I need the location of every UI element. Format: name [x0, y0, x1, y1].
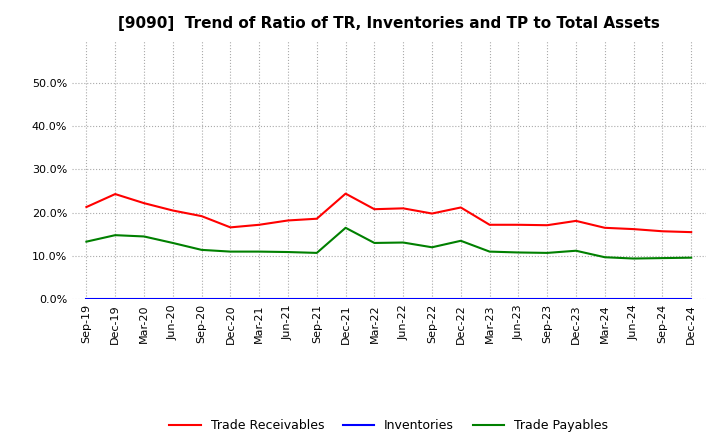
- Inventories: [226, 296, 235, 301]
- Inventories: [370, 296, 379, 301]
- Trade Payables: [111, 232, 120, 238]
- Line: Trade Payables: Trade Payables: [86, 228, 691, 259]
- Inventories: [399, 296, 408, 301]
- Trade Payables: [255, 249, 264, 254]
- Trade Payables: [572, 248, 580, 253]
- Inventories: [600, 296, 609, 301]
- Trade Receivables: [600, 225, 609, 231]
- Trade Receivables: [226, 225, 235, 230]
- Inventories: [687, 296, 696, 301]
- Inventories: [572, 296, 580, 301]
- Trade Receivables: [687, 230, 696, 235]
- Trade Receivables: [399, 205, 408, 211]
- Inventories: [168, 296, 177, 301]
- Trade Payables: [168, 240, 177, 246]
- Line: Trade Receivables: Trade Receivables: [86, 194, 691, 232]
- Inventories: [428, 296, 436, 301]
- Inventories: [514, 296, 523, 301]
- Trade Payables: [658, 256, 667, 261]
- Trade Receivables: [284, 218, 292, 223]
- Trade Payables: [687, 255, 696, 260]
- Inventories: [543, 296, 552, 301]
- Trade Payables: [341, 225, 350, 231]
- Trade Receivables: [428, 211, 436, 216]
- Trade Payables: [399, 240, 408, 245]
- Trade Receivables: [514, 222, 523, 227]
- Inventories: [140, 296, 148, 301]
- Trade Receivables: [456, 205, 465, 210]
- Trade Payables: [284, 249, 292, 255]
- Trade Payables: [514, 250, 523, 255]
- Trade Receivables: [312, 216, 321, 221]
- Inventories: [197, 296, 206, 301]
- Trade Payables: [485, 249, 494, 254]
- Inventories: [111, 296, 120, 301]
- Trade Receivables: [255, 222, 264, 227]
- Trade Payables: [226, 249, 235, 254]
- Trade Payables: [140, 234, 148, 239]
- Trade Receivables: [82, 205, 91, 210]
- Legend: Trade Receivables, Inventories, Trade Payables: Trade Receivables, Inventories, Trade Pa…: [164, 414, 613, 437]
- Trade Payables: [629, 256, 638, 261]
- Inventories: [456, 296, 465, 301]
- Trade Payables: [456, 238, 465, 243]
- Trade Receivables: [485, 222, 494, 227]
- Trade Receivables: [543, 223, 552, 228]
- Trade Receivables: [197, 213, 206, 219]
- Trade Receivables: [140, 201, 148, 206]
- Inventories: [255, 296, 264, 301]
- Title: [9090]  Trend of Ratio of TR, Inventories and TP to Total Assets: [9090] Trend of Ratio of TR, Inventories…: [118, 16, 660, 32]
- Trade Receivables: [370, 206, 379, 212]
- Trade Payables: [370, 240, 379, 246]
- Trade Receivables: [168, 208, 177, 213]
- Trade Receivables: [629, 227, 638, 232]
- Trade Receivables: [341, 191, 350, 196]
- Trade Payables: [543, 250, 552, 256]
- Inventories: [629, 296, 638, 301]
- Inventories: [312, 296, 321, 301]
- Inventories: [284, 296, 292, 301]
- Trade Payables: [312, 250, 321, 256]
- Trade Receivables: [111, 191, 120, 197]
- Trade Receivables: [658, 229, 667, 234]
- Inventories: [82, 296, 91, 301]
- Trade Payables: [82, 239, 91, 244]
- Inventories: [658, 296, 667, 301]
- Trade Payables: [197, 247, 206, 253]
- Trade Receivables: [572, 218, 580, 224]
- Inventories: [341, 296, 350, 301]
- Inventories: [485, 296, 494, 301]
- Trade Payables: [600, 255, 609, 260]
- Trade Payables: [428, 245, 436, 250]
